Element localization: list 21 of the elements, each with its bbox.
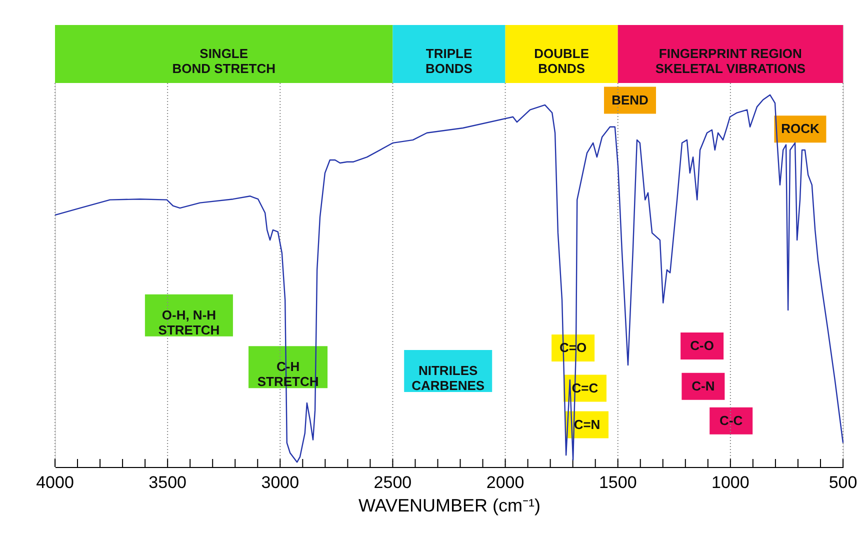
x-tick-label: 1000 — [712, 473, 750, 492]
text: DOUBLE BONDS — [534, 46, 590, 76]
x-tick-label: 4000 — [36, 473, 74, 492]
x-tick-label: 1500 — [598, 473, 637, 492]
text: SINGLE BOND STRETCH — [172, 46, 276, 76]
annotation: NITRILES CARBENES — [412, 363, 485, 393]
annotation: C=N — [574, 416, 600, 432]
x-tick-label: 3000 — [261, 473, 300, 492]
text: FINGERPRINT REGION SKELETAL VIBRATIONS — [655, 46, 806, 76]
annotation: BEND — [612, 92, 648, 108]
x-axis-title: WAVENUMBER (cm⁻¹) — [358, 496, 540, 516]
annotation: C-N — [692, 378, 715, 394]
text: TRIPLE BONDS — [426, 46, 473, 76]
annotation: O-H, N-H STRETCH — [158, 307, 220, 338]
x-tick-label: 2500 — [374, 473, 412, 492]
annotation: C-O — [690, 338, 714, 354]
x-tick-label: 2000 — [486, 473, 524, 492]
annotation: C-C — [720, 412, 744, 428]
x-tick-label: 3500 — [148, 473, 186, 492]
x-tick-label: 500 — [828, 473, 858, 492]
annotation: ROCK — [781, 121, 820, 136]
